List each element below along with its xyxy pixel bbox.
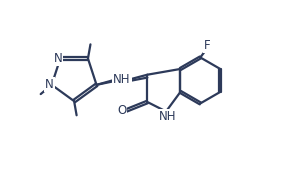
Text: NH: NH	[113, 75, 131, 88]
Text: N: N	[45, 78, 54, 91]
Text: NH: NH	[159, 110, 176, 123]
Text: O: O	[117, 104, 126, 117]
Text: N: N	[53, 52, 62, 65]
Text: F: F	[204, 39, 211, 52]
Text: NH: NH	[113, 73, 131, 86]
